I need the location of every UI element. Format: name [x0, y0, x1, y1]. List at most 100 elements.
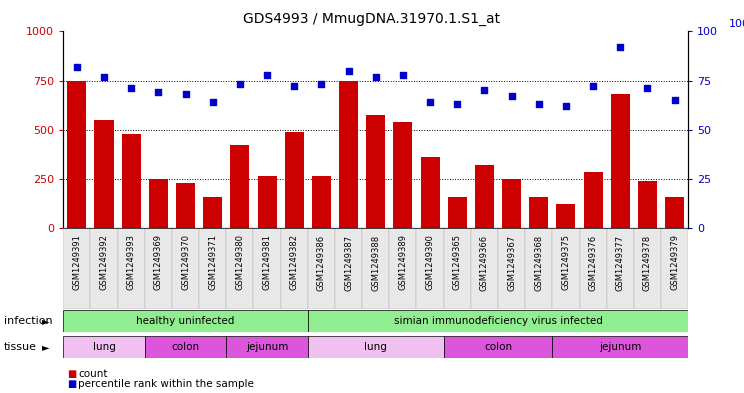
Text: GSM1249382: GSM1249382 — [289, 234, 298, 290]
Text: count: count — [78, 369, 108, 379]
Bar — [661, 228, 688, 309]
Text: infection: infection — [4, 316, 52, 326]
Text: GSM1249371: GSM1249371 — [208, 234, 217, 290]
Point — [397, 72, 409, 78]
Bar — [149, 179, 168, 228]
Bar — [557, 204, 575, 228]
Bar — [529, 197, 548, 228]
Text: GSM1249365: GSM1249365 — [453, 234, 462, 290]
Text: ►: ► — [42, 316, 50, 326]
Text: GSM1249366: GSM1249366 — [480, 234, 489, 290]
Bar — [502, 179, 521, 228]
Bar — [254, 228, 280, 309]
Text: tissue: tissue — [4, 342, 36, 352]
Text: lung: lung — [365, 342, 387, 352]
Bar — [583, 172, 603, 228]
Bar — [312, 176, 331, 228]
Bar — [443, 336, 552, 358]
Bar — [634, 228, 661, 309]
Bar — [475, 165, 494, 228]
Text: simian immunodeficiency virus infected: simian immunodeficiency virus infected — [394, 316, 603, 326]
Bar — [257, 176, 277, 228]
Point — [153, 89, 164, 95]
Text: 100%: 100% — [729, 20, 744, 29]
Text: ■: ■ — [67, 379, 76, 389]
Point — [478, 87, 490, 94]
Bar — [67, 81, 86, 228]
Text: ■: ■ — [67, 369, 76, 379]
Bar — [231, 145, 249, 228]
Bar — [226, 228, 254, 309]
Bar — [611, 94, 629, 228]
Bar — [389, 228, 417, 309]
Bar — [145, 336, 226, 358]
Bar — [285, 132, 304, 228]
Point — [533, 101, 545, 107]
Bar — [335, 228, 362, 309]
Point — [98, 73, 110, 80]
Point — [370, 73, 382, 80]
Bar — [63, 310, 308, 332]
Bar — [226, 336, 308, 358]
Bar — [665, 197, 684, 228]
Text: ►: ► — [42, 342, 50, 352]
Text: GSM1249379: GSM1249379 — [670, 234, 679, 290]
Bar — [172, 228, 199, 309]
Bar — [448, 197, 466, 228]
Point — [641, 85, 653, 92]
Text: healthy uninfected: healthy uninfected — [136, 316, 234, 326]
Bar — [176, 183, 195, 228]
Text: jejunum: jejunum — [599, 342, 641, 352]
Text: GSM1249368: GSM1249368 — [534, 234, 543, 290]
Text: GSM1249378: GSM1249378 — [643, 234, 652, 290]
Text: jejunum: jejunum — [246, 342, 288, 352]
Text: colon: colon — [171, 342, 199, 352]
Point — [315, 81, 327, 88]
Text: GSM1249375: GSM1249375 — [562, 234, 571, 290]
Bar — [606, 228, 634, 309]
Bar — [118, 228, 145, 309]
Bar — [94, 120, 114, 228]
Text: GSM1249392: GSM1249392 — [100, 234, 109, 290]
Point — [424, 99, 436, 105]
Text: colon: colon — [484, 342, 512, 352]
Bar — [394, 122, 412, 228]
Bar — [638, 181, 657, 228]
Point — [207, 99, 219, 105]
Point — [669, 97, 681, 103]
Text: GSM1249386: GSM1249386 — [317, 234, 326, 290]
Point — [125, 85, 137, 92]
Bar — [580, 228, 606, 309]
Text: GSM1249376: GSM1249376 — [589, 234, 597, 290]
Bar — [471, 228, 498, 309]
Point — [261, 72, 273, 78]
Point — [587, 83, 599, 90]
Text: GSM1249391: GSM1249391 — [72, 234, 81, 290]
Point — [615, 44, 626, 50]
Point — [179, 91, 191, 97]
Bar — [498, 228, 525, 309]
Bar — [417, 228, 443, 309]
Point — [560, 103, 572, 109]
Text: GDS4993 / MmugDNA.31970.1.S1_at: GDS4993 / MmugDNA.31970.1.S1_at — [243, 12, 501, 26]
Bar — [145, 228, 172, 309]
Bar — [63, 336, 145, 358]
Text: percentile rank within the sample: percentile rank within the sample — [78, 379, 254, 389]
Point — [452, 101, 464, 107]
Point — [506, 93, 518, 99]
Bar — [308, 336, 443, 358]
Bar — [362, 228, 389, 309]
Text: GSM1249390: GSM1249390 — [426, 234, 434, 290]
Bar — [203, 197, 222, 228]
Bar — [525, 228, 552, 309]
Text: GSM1249381: GSM1249381 — [263, 234, 272, 290]
Bar — [420, 157, 440, 228]
Point — [342, 68, 354, 74]
Bar — [308, 310, 688, 332]
Bar — [308, 228, 335, 309]
Text: GSM1249388: GSM1249388 — [371, 234, 380, 290]
Bar — [552, 336, 688, 358]
Text: GSM1249380: GSM1249380 — [235, 234, 244, 290]
Text: GSM1249370: GSM1249370 — [181, 234, 190, 290]
Text: GSM1249367: GSM1249367 — [507, 234, 516, 290]
